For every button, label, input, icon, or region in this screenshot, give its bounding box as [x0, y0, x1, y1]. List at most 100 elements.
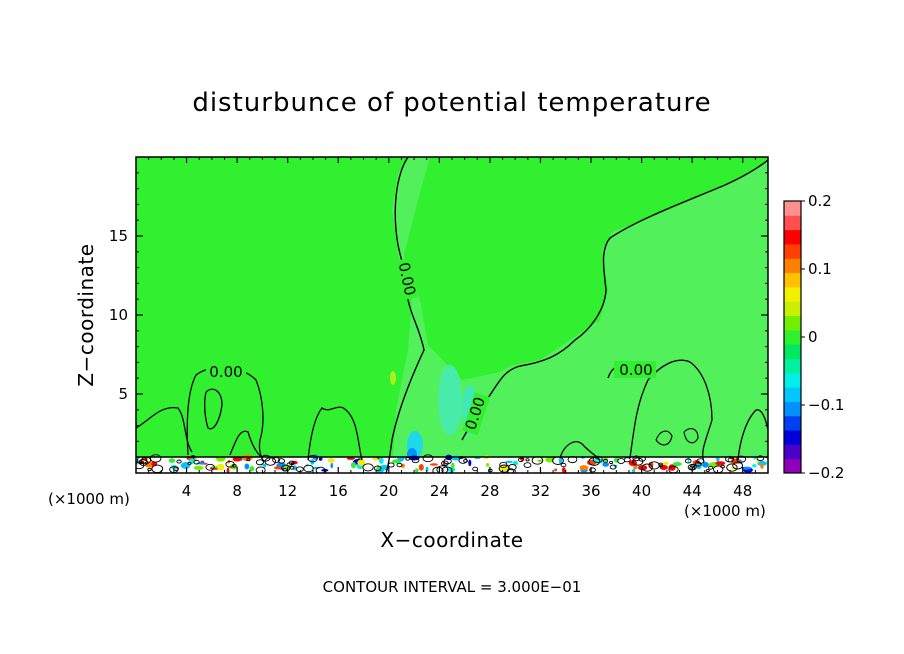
noise-blob [274, 466, 283, 470]
contour-line [204, 388, 223, 430]
noise-blob [760, 463, 764, 469]
colorbar-swatch [784, 272, 801, 288]
noise-contour [720, 464, 725, 469]
noise-blob [414, 468, 419, 473]
noise-blob [378, 457, 384, 464]
noise-contour [443, 458, 452, 465]
noise-contour [362, 463, 374, 472]
noise-blob [752, 464, 757, 468]
colorbar-swatch [784, 329, 801, 345]
noise-blob [602, 461, 610, 467]
x-tick-label: 24 [430, 482, 449, 500]
noise-contour [632, 457, 644, 466]
noise-blob [311, 466, 320, 470]
colorbar-swatch [784, 372, 801, 388]
colorbar-swatch [784, 344, 801, 359]
x-tick-label: 8 [232, 482, 242, 500]
noise-contour [231, 463, 237, 468]
noise-blob [168, 458, 176, 463]
noise-blob [558, 457, 563, 465]
colorbar-tick-label: −0.1 [808, 396, 844, 414]
contour-label-bg [206, 363, 246, 380]
x-tick-label: 36 [581, 482, 600, 500]
noise-contour [436, 465, 449, 473]
noise-blob [249, 465, 255, 472]
x-tick-label: 40 [632, 482, 651, 500]
noise-contour [138, 458, 149, 466]
noise-blob [318, 457, 323, 461]
noise-blob [327, 457, 335, 463]
noise-contour [602, 458, 609, 463]
chart-title: disturbunce of potential temperature [192, 88, 711, 118]
colorbar-swatch [784, 215, 801, 231]
colorbar-swatch [784, 444, 801, 460]
noise-contour [506, 468, 515, 473]
colorbar-swatch [784, 358, 801, 374]
noise-contour [756, 455, 765, 461]
noise-contour [303, 464, 314, 473]
noise-contour [422, 454, 434, 463]
noise-contour [560, 462, 567, 468]
noise-blob [468, 459, 472, 467]
noise-contour [176, 459, 182, 464]
noise-blob [757, 460, 767, 466]
colorbar-tick-label: 0.2 [808, 192, 832, 210]
colorbar: 0.2 0.1 0 −0.1 −0.2 [783, 192, 844, 482]
y-axis-title: Z−coordinate [74, 243, 98, 386]
colorbar-swatch [784, 286, 801, 302]
y-tick-label: 10 [109, 306, 128, 324]
noise-blob [662, 461, 669, 465]
x-tick-label: 20 [379, 482, 398, 500]
noise-contour [589, 467, 596, 473]
colorbar-swatch [784, 458, 801, 474]
noise-contour [726, 463, 738, 472]
noise-contour [173, 466, 179, 471]
x-unit-left: (×1000 m) [48, 490, 130, 508]
noise-contour [705, 469, 710, 473]
colorbar-swatch [784, 387, 801, 402]
noise-blob [638, 464, 648, 471]
noise-blob [429, 463, 438, 466]
colorbar-swatch [784, 415, 801, 431]
x-axis: 4 8 12 16 20 24 28 32 36 40 44 48 [148, 157, 756, 500]
noise-contour [658, 462, 664, 467]
colorbar-tick-label: 0.1 [808, 260, 832, 278]
contour-line [559, 441, 601, 461]
colorbar-swatch [784, 258, 801, 274]
noise-blob [350, 461, 356, 469]
noise-contour [187, 461, 192, 465]
contour-line [136, 407, 193, 453]
noise-contour [193, 459, 200, 465]
noise-blob [357, 459, 366, 466]
noise-blob [226, 467, 230, 473]
noise-blob [244, 463, 250, 470]
surface-noise [136, 454, 768, 473]
y-axis: 5 10 15 [109, 172, 768, 458]
contour-line [307, 406, 363, 461]
noise-blob [579, 465, 589, 471]
noise-contour [732, 461, 744, 470]
noise-blob [180, 462, 191, 469]
contour-line [737, 409, 768, 461]
noise-blob [486, 462, 490, 467]
x-tick-label: 48 [733, 482, 752, 500]
noise-blob [632, 468, 636, 473]
colorbar-swatch [784, 315, 801, 331]
y-tick-label: 15 [109, 227, 128, 245]
noise-blob [741, 466, 752, 470]
noise-blob [263, 463, 267, 468]
noise-contour [736, 455, 747, 463]
colorbar-swatch [784, 430, 801, 445]
noise-contour [255, 459, 264, 466]
noise-blob [537, 459, 543, 462]
noise-contour [147, 467, 152, 472]
noise-blob [716, 457, 720, 462]
contour-label-bg [462, 392, 490, 436]
colorbar-tick-label: −0.2 [808, 464, 844, 482]
x-tick-label: 16 [329, 482, 348, 500]
noise-contour [517, 457, 524, 463]
contour-label: 0.00 [209, 363, 242, 381]
colorbar-swatch [784, 401, 801, 417]
noise-contour [592, 455, 603, 464]
